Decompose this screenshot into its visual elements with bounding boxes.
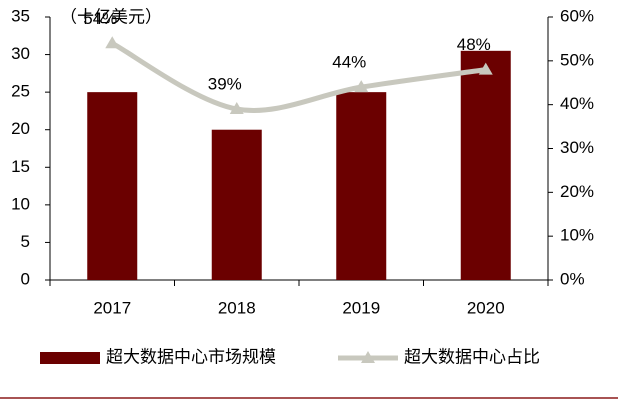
y-tick-label: 20: [11, 119, 30, 138]
marker: [354, 80, 369, 93]
legend-swatch: [40, 352, 100, 364]
value-label: 54%: [83, 9, 117, 28]
bar: [336, 92, 387, 281]
y2-tick-label: 50%: [560, 50, 594, 69]
bar: [87, 92, 138, 281]
y2-tick-label: 10%: [560, 226, 594, 245]
value-label: 44%: [332, 53, 366, 72]
x-tick-label: 2017: [93, 298, 131, 317]
x-tick-label: 2019: [342, 298, 380, 317]
marker: [478, 62, 493, 75]
x-tick-label: 2020: [467, 298, 505, 317]
y-tick-label: 15: [11, 157, 30, 176]
y-tick-label: 25: [11, 82, 30, 101]
y-tick-label: 0: [21, 269, 30, 288]
y2-tick-label: 0%: [560, 269, 585, 288]
marker: [105, 36, 120, 49]
y-tick-label: 5: [21, 232, 30, 251]
bar: [211, 129, 262, 280]
y2-tick-label: 60%: [560, 6, 594, 25]
y-tick-label: 30: [11, 44, 30, 63]
unit-label: （十亿美元）: [60, 7, 162, 26]
legend-label: 超大数据中心市场规模: [106, 347, 276, 366]
y2-tick-label: 30%: [560, 138, 594, 157]
legend-marker: [361, 351, 375, 363]
y2-tick-label: 40%: [560, 94, 594, 113]
y-tick-label: 35: [11, 6, 30, 25]
line: [111, 41, 487, 113]
y-tick-label: 10: [11, 194, 30, 213]
value-label: 39%: [208, 75, 242, 94]
marker: [229, 102, 244, 115]
value-label: 48%: [457, 35, 491, 54]
y2-tick-label: 20%: [560, 182, 594, 201]
x-tick-label: 2018: [218, 298, 256, 317]
legend-label: 超大数据中心占比: [404, 347, 540, 366]
bar: [460, 50, 511, 280]
